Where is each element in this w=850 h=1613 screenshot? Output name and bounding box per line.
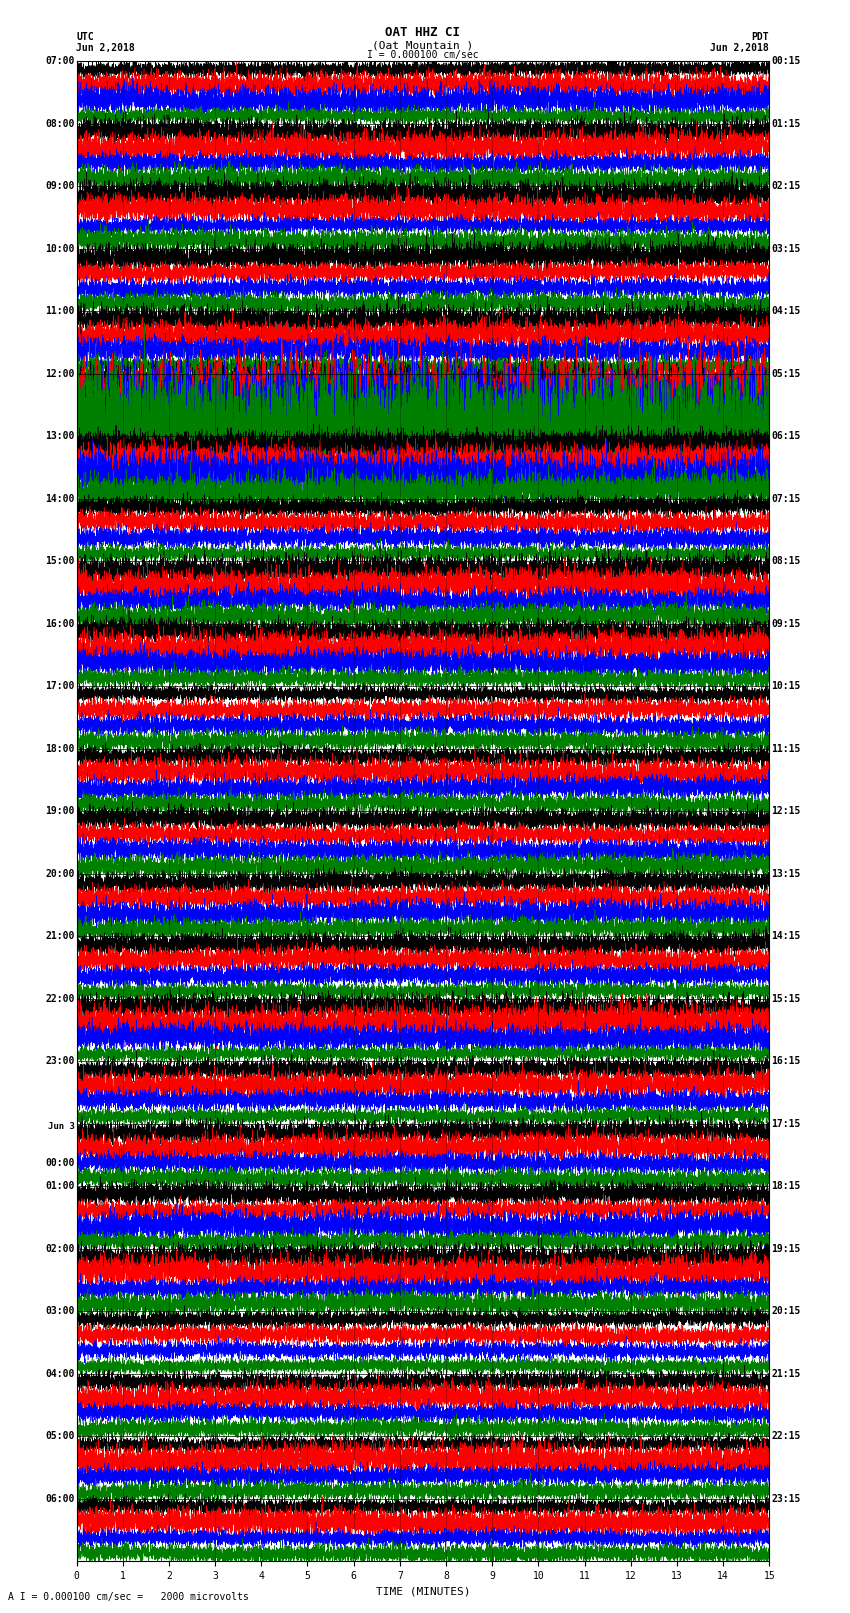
Text: 21:15: 21:15 <box>771 1369 801 1379</box>
Text: I = 0.000100 cm/sec: I = 0.000100 cm/sec <box>367 50 479 60</box>
Text: 14:15: 14:15 <box>771 931 801 942</box>
Text: 09:15: 09:15 <box>771 619 801 629</box>
Text: 16:00: 16:00 <box>45 619 75 629</box>
Text: 19:00: 19:00 <box>45 806 75 816</box>
Text: 15:00: 15:00 <box>45 556 75 566</box>
Text: 23:15: 23:15 <box>771 1494 801 1503</box>
Text: 20:00: 20:00 <box>45 869 75 879</box>
Text: 14:00: 14:00 <box>45 494 75 503</box>
Text: 04:15: 04:15 <box>771 306 801 316</box>
Text: UTC: UTC <box>76 32 94 42</box>
Text: 05:15: 05:15 <box>771 369 801 379</box>
Text: 23:00: 23:00 <box>45 1057 75 1066</box>
Text: 10:00: 10:00 <box>45 244 75 253</box>
X-axis label: TIME (MINUTES): TIME (MINUTES) <box>376 1587 470 1597</box>
Text: PDT: PDT <box>751 32 769 42</box>
Text: 21:00: 21:00 <box>45 931 75 942</box>
Text: Jun 3: Jun 3 <box>48 1121 75 1131</box>
Text: 01:00: 01:00 <box>45 1181 75 1192</box>
Text: 11:15: 11:15 <box>771 744 801 753</box>
Text: 05:00: 05:00 <box>45 1431 75 1442</box>
Text: 18:15: 18:15 <box>771 1181 801 1192</box>
Text: 07:00: 07:00 <box>45 56 75 66</box>
Text: 18:00: 18:00 <box>45 744 75 753</box>
Text: 08:00: 08:00 <box>45 119 75 129</box>
Text: 12:15: 12:15 <box>771 806 801 816</box>
Text: 09:00: 09:00 <box>45 181 75 192</box>
Text: 02:15: 02:15 <box>771 181 801 192</box>
Text: 06:00: 06:00 <box>45 1494 75 1503</box>
Text: 07:15: 07:15 <box>771 494 801 503</box>
Text: 19:15: 19:15 <box>771 1244 801 1253</box>
Text: OAT HHZ CI: OAT HHZ CI <box>385 26 461 39</box>
Text: 15:15: 15:15 <box>771 994 801 1003</box>
Text: Jun 2,2018: Jun 2,2018 <box>711 44 769 53</box>
Text: (Oat Mountain ): (Oat Mountain ) <box>372 40 473 50</box>
Text: 00:15: 00:15 <box>771 56 801 66</box>
Text: 17:15: 17:15 <box>771 1119 801 1129</box>
Text: 04:00: 04:00 <box>45 1369 75 1379</box>
Text: 12:00: 12:00 <box>45 369 75 379</box>
Text: A I = 0.000100 cm/sec =   2000 microvolts: A I = 0.000100 cm/sec = 2000 microvolts <box>8 1592 249 1602</box>
Text: 03:00: 03:00 <box>45 1307 75 1316</box>
Text: 20:15: 20:15 <box>771 1307 801 1316</box>
Text: 08:15: 08:15 <box>771 556 801 566</box>
Text: 00:00: 00:00 <box>45 1158 75 1168</box>
Text: 16:15: 16:15 <box>771 1057 801 1066</box>
Text: 02:00: 02:00 <box>45 1244 75 1253</box>
Text: 11:00: 11:00 <box>45 306 75 316</box>
Text: 13:15: 13:15 <box>771 869 801 879</box>
Text: 22:00: 22:00 <box>45 994 75 1003</box>
Text: 22:15: 22:15 <box>771 1431 801 1442</box>
Text: 01:15: 01:15 <box>771 119 801 129</box>
Text: 13:00: 13:00 <box>45 431 75 442</box>
Text: 10:15: 10:15 <box>771 681 801 692</box>
Text: Jun 2,2018: Jun 2,2018 <box>76 44 135 53</box>
Text: 06:15: 06:15 <box>771 431 801 442</box>
Text: 17:00: 17:00 <box>45 681 75 692</box>
Text: 03:15: 03:15 <box>771 244 801 253</box>
